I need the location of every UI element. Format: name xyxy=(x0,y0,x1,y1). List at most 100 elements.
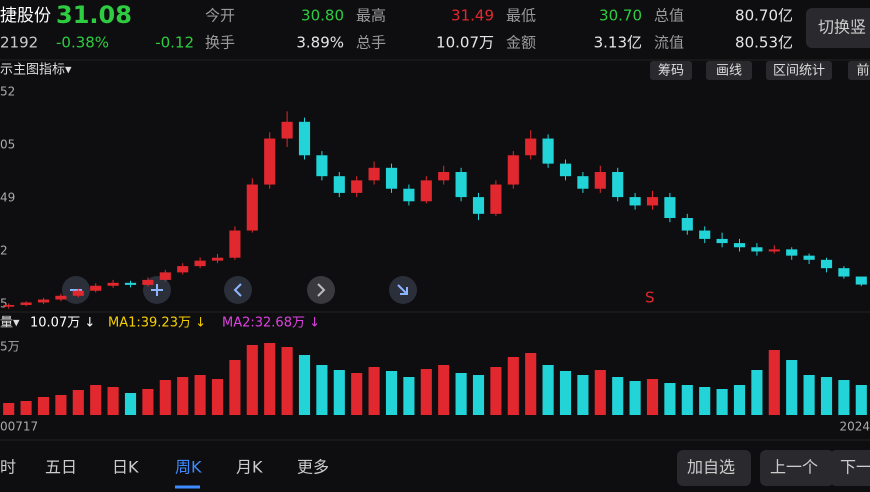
move-right[interactable] xyxy=(307,276,335,304)
y-tick-label: 05 xyxy=(0,138,15,152)
y-tick-label: 52 xyxy=(0,85,15,99)
tool-button-text: 画线 xyxy=(716,64,742,79)
candle-body xyxy=(733,243,746,248)
bottom-button[interactable] xyxy=(760,450,834,486)
volume-bar xyxy=(194,375,206,415)
volume-bar xyxy=(786,360,798,415)
candle-body xyxy=(403,188,415,202)
bottom-button[interactable] xyxy=(830,450,870,486)
icon xyxy=(317,283,326,297)
volume-bar xyxy=(159,380,171,415)
icon xyxy=(151,284,163,296)
bottom-button-text: 加自选 xyxy=(687,458,735,477)
tab[interactable]: 月K xyxy=(236,458,263,477)
field-label: 流值 xyxy=(654,34,684,52)
candle-body xyxy=(855,276,867,285)
tool-button[interactable] xyxy=(650,61,692,80)
volume-bar xyxy=(490,367,502,415)
field-value: 80.53亿 xyxy=(735,34,793,52)
candle-body xyxy=(177,266,189,273)
volume-bar xyxy=(264,343,276,415)
switch-button[interactable] xyxy=(806,8,870,48)
volume-bar xyxy=(507,357,519,415)
volume-bar xyxy=(855,385,867,415)
tab[interactable]: 时 xyxy=(0,458,16,477)
candle-body xyxy=(786,249,798,256)
bottom-button-text: 下一 xyxy=(840,458,870,477)
tool-button[interactable] xyxy=(848,61,870,80)
volume-bar xyxy=(612,377,624,415)
field-label: 最低 xyxy=(506,7,536,25)
move-left[interactable] xyxy=(224,276,252,304)
tab[interactable]: 五日 xyxy=(45,458,77,477)
candle-body xyxy=(820,259,833,269)
y-tick-label: 2 xyxy=(0,244,8,258)
signal: S xyxy=(645,289,655,307)
tab[interactable]: 周K xyxy=(175,458,202,477)
tab[interactable]: 日K xyxy=(112,458,139,477)
volume-bar xyxy=(751,370,763,415)
candle-body xyxy=(107,282,119,286)
volume-bar xyxy=(281,347,293,415)
tool-button[interactable] xyxy=(766,61,832,80)
candle-body xyxy=(768,249,780,252)
price: 31.08 xyxy=(56,1,132,29)
candle-body xyxy=(20,302,32,305)
candle-body xyxy=(351,180,363,193)
volume-bar xyxy=(246,345,258,415)
icon xyxy=(397,284,408,295)
field-label: 总值 xyxy=(654,7,684,25)
candle-body xyxy=(472,197,485,214)
candle-body xyxy=(385,167,398,189)
code: 2192 xyxy=(0,34,38,52)
candle-body xyxy=(525,138,537,156)
volume-bar xyxy=(525,353,537,415)
volume-bar xyxy=(124,393,137,415)
candle-body xyxy=(838,268,850,277)
volume-bar xyxy=(37,397,50,415)
candle-body xyxy=(646,197,659,206)
change-pct: -0.38% xyxy=(56,34,109,52)
candle-body xyxy=(699,230,711,239)
candle-body xyxy=(159,272,171,280)
field-value: 31.49 xyxy=(451,7,494,25)
candle-body xyxy=(420,180,432,202)
vol-value: 10.07万 ↓ xyxy=(30,316,95,331)
candle-body xyxy=(716,238,728,244)
switch-text: 切换竖 xyxy=(818,18,866,37)
volume-bar xyxy=(107,387,119,415)
candle-body xyxy=(507,155,519,185)
tab[interactable]: 更多 xyxy=(297,458,329,477)
candle-body xyxy=(455,172,467,198)
candle-body xyxy=(246,184,258,231)
volume-bar xyxy=(681,385,693,415)
candle-body xyxy=(72,290,84,296)
tool-button-text: 筹码 xyxy=(658,63,684,79)
candle-body xyxy=(229,230,241,258)
indicator-menu[interactable]: 示主图指标▾ xyxy=(0,63,72,78)
tool-button-text: 区间统计 xyxy=(773,64,825,79)
candle-body xyxy=(368,167,380,181)
candle-body xyxy=(194,260,206,267)
candle-body xyxy=(542,138,554,164)
volume-bar xyxy=(211,379,224,415)
volume-bar xyxy=(577,375,589,415)
vol-title[interactable]: 量▾ xyxy=(0,316,20,331)
volume-bar xyxy=(455,373,467,415)
volume-bar xyxy=(768,350,780,415)
volume-bar xyxy=(716,389,728,415)
y-tick-label: 5 xyxy=(0,297,8,311)
candle-body xyxy=(90,285,102,291)
candle-body xyxy=(751,247,763,252)
candle-body xyxy=(612,172,624,198)
volume-bar xyxy=(298,355,311,415)
volume-bar xyxy=(90,385,102,415)
field-label: 总手 xyxy=(356,34,386,52)
field-value: 10.07万 xyxy=(436,34,494,52)
volume-bar xyxy=(803,375,815,415)
vol-ma2: MA2:32.68万 ↓ xyxy=(222,316,320,331)
tool-button[interactable] xyxy=(706,61,752,80)
bottom-button[interactable] xyxy=(677,450,751,486)
volume-bar xyxy=(438,365,450,415)
